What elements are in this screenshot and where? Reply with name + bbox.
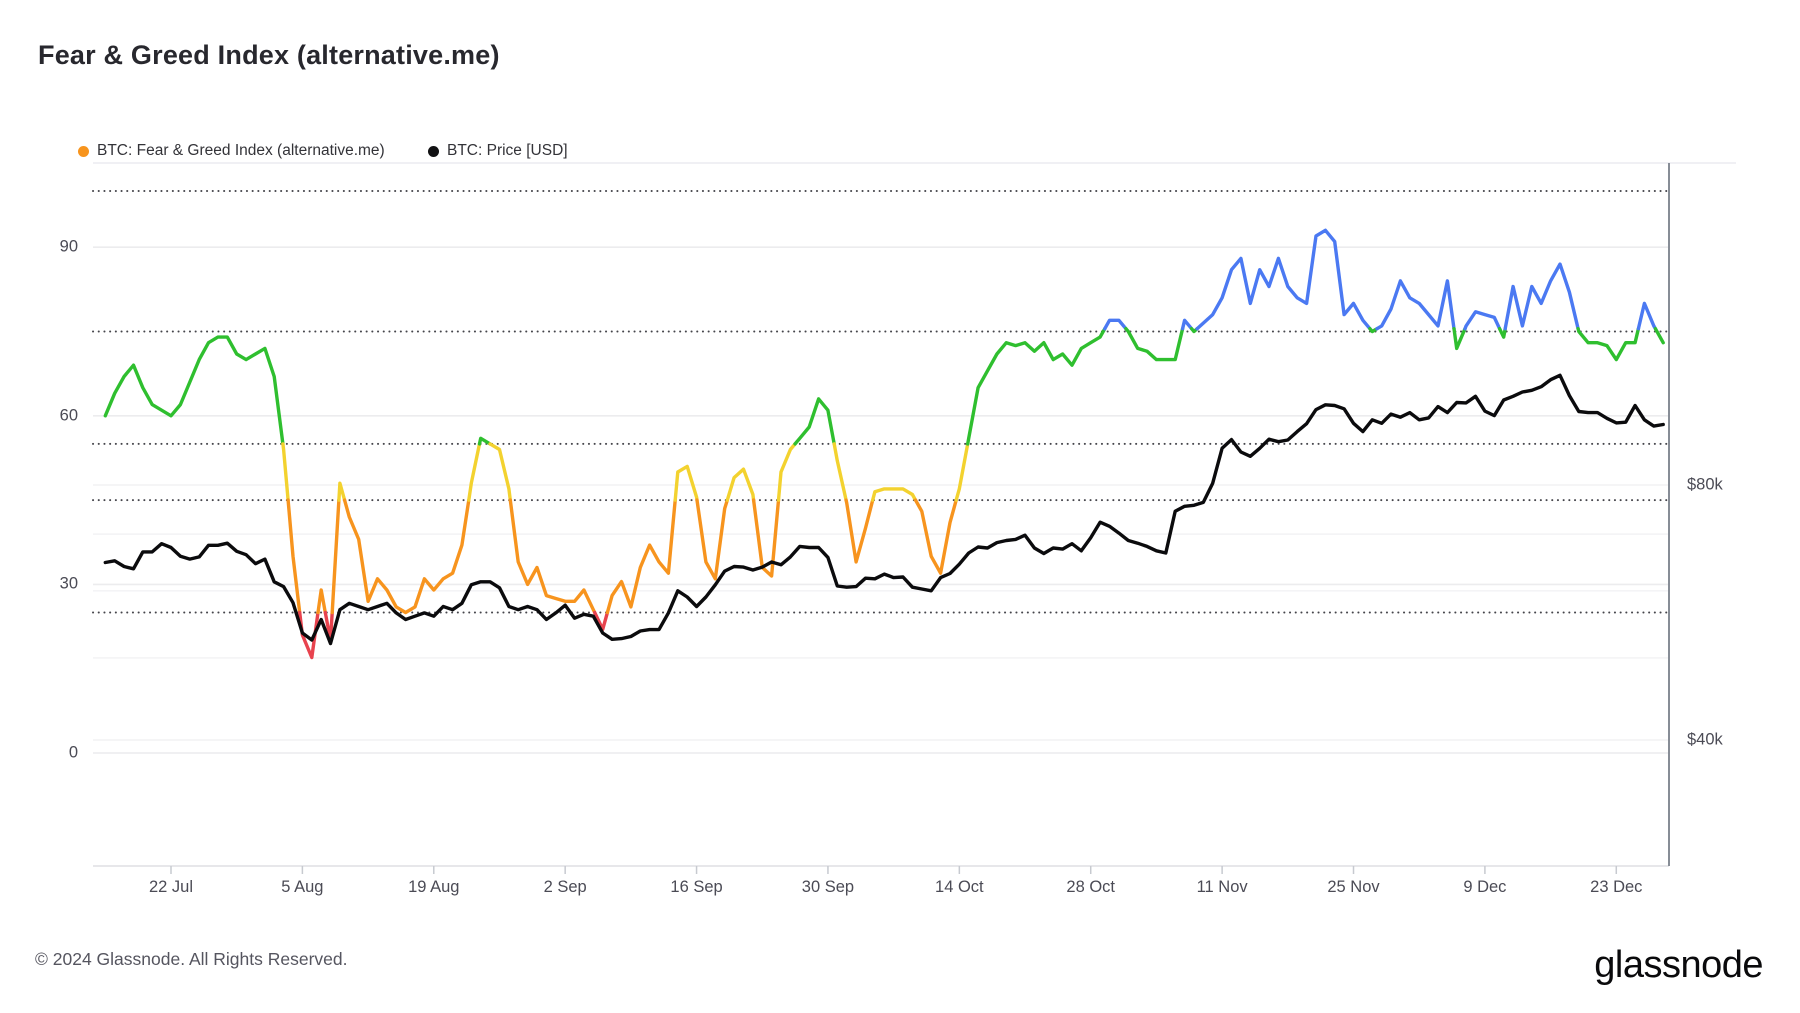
legend-label: BTC: Price [USD] [447,142,568,159]
x-axis-tick-label: 19 Aug [408,878,460,896]
x-axis-tick-label: 5 Aug [281,878,324,896]
x-axis-tick-label: 25 Nov [1327,878,1380,896]
fear-greed-series-dot-icon [78,145,89,157]
copyright-text: © 2024 Glassnode. All Rights Reserved. [35,949,348,969]
x-axis-tick-label: 2 Sep [543,878,587,896]
x-axis-tick-label: 16 Sep [670,878,723,896]
right-axis-tick-label: $80k [1687,475,1723,494]
y-axis-tick-label: 30 [59,574,78,593]
x-axis-tick-label: 11 Nov [1196,878,1248,896]
right-axis-tick-label: $40k [1687,730,1723,749]
legend-item-fear-greed[interactable]: BTC: Fear & Greed Index (alternative.me) [78,141,385,161]
legend-label: BTC: Fear & Greed Index (alternative.me) [97,142,385,159]
y-axis-tick-label: 90 [59,237,78,256]
glassnode-logo: glassnode [1594,944,1763,986]
x-axis-tick-label: 28 Oct [1066,878,1116,896]
page-title: Fear & Greed Index (alternative.me) [38,40,500,70]
x-axis-tick-label: 22 Jul [148,878,194,896]
x-axis-tick-label: 9 Dec [1463,878,1507,896]
x-axis-tick-label: 30 Sep [801,878,855,896]
price-series-dot-icon [428,145,439,157]
legend-item-price[interactable]: BTC: Price [USD] [428,141,568,161]
y-axis-tick-label: 60 [59,406,78,425]
x-axis-tick-label: 23 Dec [1590,878,1643,896]
y-axis-tick-label: 0 [68,743,78,762]
x-axis-tick-label: 14 Oct [935,878,984,896]
